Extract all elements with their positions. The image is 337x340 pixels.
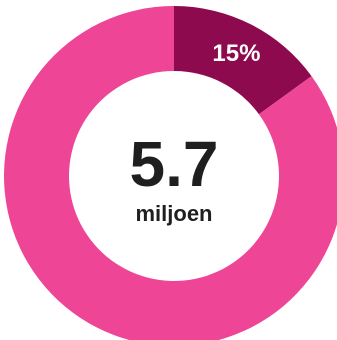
chart-slices bbox=[4, 6, 337, 340]
center-unit-label: miljoen bbox=[135, 201, 212, 226]
center-value: 5.7 bbox=[130, 128, 219, 200]
donut-slice-1 bbox=[174, 6, 312, 115]
chart-data-labels: 15% bbox=[212, 40, 260, 67]
donut-slice-2 bbox=[4, 6, 337, 340]
slice-data-label-1: 15% bbox=[212, 40, 260, 67]
